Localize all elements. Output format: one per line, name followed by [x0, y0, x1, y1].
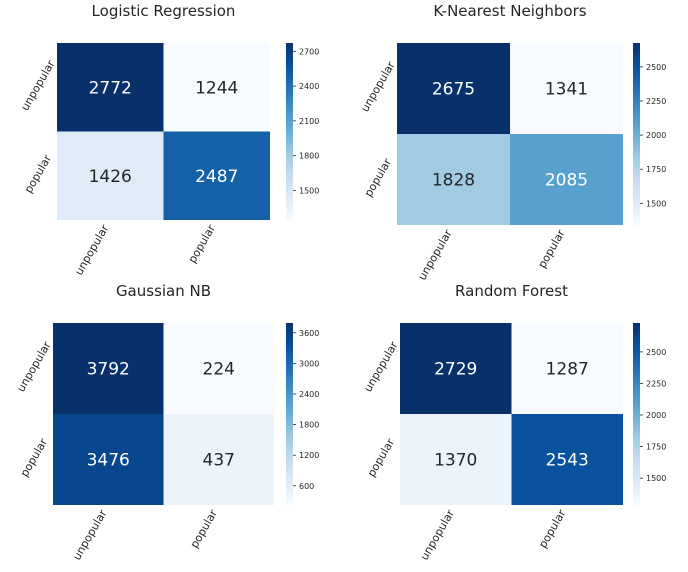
heatmap-cell-logistic-regression-r1-c0 — [57, 131, 164, 220]
colorbar-k-nearest-neighbors — [633, 43, 640, 225]
col-label-logistic-regression-1: popular — [186, 222, 218, 265]
colorbar-tick-label-k-nearest-neighbors-1: 1750 — [646, 165, 666, 174]
heatmap-cell-random-forest-r0-c1 — [511, 323, 623, 414]
cell-value-logistic-regression-r0-c1: 1244 — [195, 78, 238, 98]
heatmap-cell-random-forest-r1-c0 — [400, 414, 512, 505]
heatmap-cell-gaussian-nb-r1-c1 — [163, 414, 274, 505]
colorbar-tick-label-random-forest-0: 1500 — [646, 474, 666, 483]
colorbar-tick-label-random-forest-4: 2500 — [646, 348, 666, 357]
col-label-gaussian-nb-0: unpopular — [70, 507, 109, 562]
cell-value-gaussian-nb-r0-c0: 3792 — [87, 360, 130, 380]
heatmap-cell-k-nearest-neighbors-r0-c0 — [397, 43, 510, 134]
heatmap-cell-logistic-regression-r0-c1 — [163, 43, 270, 132]
colorbar-tick-label-random-forest-2: 2000 — [646, 411, 666, 420]
cell-value-k-nearest-neighbors-r1-c1: 2085 — [545, 171, 588, 191]
heatmap-gaussian-nb: Gaussian NB 3792 224 3476 437 unpopular popula… — [14, 282, 319, 562]
chart-title-gaussian-nb: Gaussian NB — [116, 282, 211, 300]
colorbar-tick-label-logistic-regression-4: 2700 — [299, 47, 319, 56]
heatmap-cell-logistic-regression-r0-c0 — [57, 43, 164, 132]
colorbar-logistic-regression — [286, 43, 293, 220]
heatmap-cell-k-nearest-neighbors-r0-c1 — [510, 43, 623, 134]
cell-value-gaussian-nb-r0-c1: 224 — [203, 360, 235, 380]
col-label-random-forest-0: unpopular — [418, 507, 457, 562]
colorbar-tick-label-random-forest-3: 2250 — [646, 379, 666, 388]
colorbar-tick-label-k-nearest-neighbors-4: 2500 — [646, 63, 666, 72]
cell-value-logistic-regression-r1-c1: 2487 — [195, 167, 238, 187]
col-label-k-nearest-neighbors-0: unpopular — [415, 227, 454, 282]
colorbar-tick-label-logistic-regression-3: 2400 — [299, 82, 319, 91]
row-label-logistic-regression-1: popular — [22, 152, 54, 195]
heatmap-cell-gaussian-nb-r0-c1 — [163, 323, 274, 414]
heatmap-random-forest: Random Forest 2729 1287 1370 2543 unpopular po… — [361, 282, 666, 562]
colorbar-tick-label-k-nearest-neighbors-0: 1500 — [646, 199, 666, 208]
row-label-k-nearest-neighbors-0: unpopular — [358, 59, 397, 114]
row-label-k-nearest-neighbors-1: popular — [362, 156, 394, 199]
colorbar-tick-label-gaussian-nb-4: 3000 — [299, 359, 319, 368]
cell-value-logistic-regression-r1-c0: 1426 — [89, 167, 132, 187]
cell-value-random-forest-r0-c0: 2729 — [434, 360, 477, 380]
cell-value-gaussian-nb-r1-c0: 3476 — [87, 451, 130, 471]
cell-value-random-forest-r0-c1: 1287 — [546, 360, 589, 380]
col-label-random-forest-1: popular — [536, 507, 568, 550]
colorbar-tick-label-random-forest-1: 1750 — [646, 443, 666, 452]
heatmap-logistic-regression: Logistic Regression 2772 1244 1426 2487 unpop… — [18, 2, 319, 277]
heatmap-cell-gaussian-nb-r1-c0 — [53, 414, 164, 505]
cell-value-k-nearest-neighbors-r1-c0: 1828 — [432, 171, 475, 191]
cell-value-random-forest-r1-c0: 1370 — [434, 451, 477, 471]
row-label-logistic-regression-0: unpopular — [18, 58, 57, 113]
colorbar-random-forest — [633, 323, 640, 505]
chart-title-logistic-regression: Logistic Regression — [92, 2, 236, 20]
colorbar-tick-label-logistic-regression-2: 2100 — [299, 117, 319, 126]
colorbar-tick-label-logistic-regression-0: 1500 — [299, 186, 319, 195]
heatmap-k-nearest-neighbors: K-Nearest Neighbors 2675 1341 1828 2085 unpop… — [358, 2, 666, 282]
colorbar-tick-label-logistic-regression-1: 1800 — [299, 152, 319, 161]
row-label-gaussian-nb-0: unpopular — [14, 339, 53, 394]
heatmap-cell-k-nearest-neighbors-r1-c1 — [510, 134, 623, 225]
colorbar-tick-label-gaussian-nb-2: 1800 — [299, 421, 319, 430]
cell-value-k-nearest-neighbors-r0-c1: 1341 — [545, 80, 588, 100]
colorbar-tick-label-k-nearest-neighbors-2: 2000 — [646, 131, 666, 140]
colorbar-tick-label-gaussian-nb-5: 3600 — [299, 329, 319, 338]
col-label-gaussian-nb-1: popular — [188, 507, 220, 550]
cell-value-random-forest-r1-c1: 2543 — [546, 451, 589, 471]
colorbar-gaussian-nb — [286, 323, 293, 505]
cell-value-logistic-regression-r0-c0: 2772 — [89, 78, 132, 98]
chart-title-random-forest: Random Forest — [455, 282, 568, 300]
col-label-k-nearest-neighbors-1: popular — [535, 227, 567, 270]
colorbar-tick-label-gaussian-nb-1: 1200 — [299, 451, 319, 460]
colorbar-tick-label-k-nearest-neighbors-3: 2250 — [646, 97, 666, 106]
row-label-random-forest-1: popular — [365, 436, 397, 479]
heatmap-cell-random-forest-r0-c0 — [400, 323, 512, 414]
cell-value-k-nearest-neighbors-r0-c0: 2675 — [432, 80, 475, 100]
row-label-gaussian-nb-1: popular — [18, 436, 50, 479]
heatmap-cell-gaussian-nb-r0-c0 — [53, 323, 164, 414]
chart-title-k-nearest-neighbors: K-Nearest Neighbors — [433, 2, 586, 20]
heatmap-cell-logistic-regression-r1-c1 — [163, 131, 270, 220]
col-label-logistic-regression-0: unpopular — [72, 222, 111, 277]
cell-value-gaussian-nb-r1-c1: 437 — [203, 451, 235, 471]
heatmap-cell-k-nearest-neighbors-r1-c0 — [397, 134, 510, 225]
row-label-random-forest-0: unpopular — [361, 339, 400, 394]
colorbar-tick-label-gaussian-nb-3: 2400 — [299, 390, 319, 399]
colorbar-tick-label-gaussian-nb-0: 600 — [299, 482, 314, 491]
heatmap-cell-random-forest-r1-c1 — [511, 414, 623, 505]
